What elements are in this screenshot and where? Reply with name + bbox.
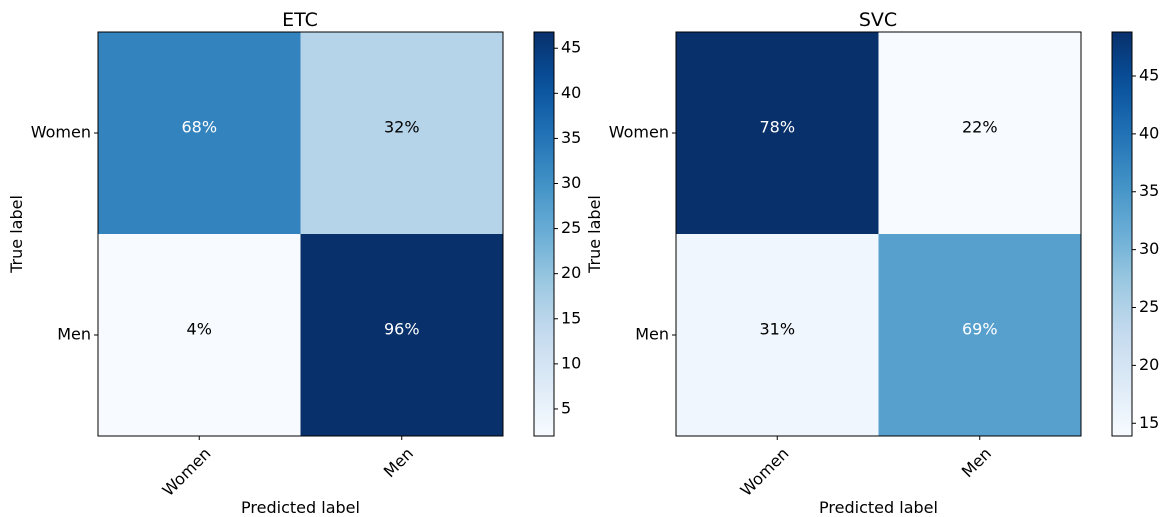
y-tick-label: Men	[635, 325, 669, 344]
colorbar-tick-label: 15	[1139, 413, 1159, 432]
plot-frame	[675, 31, 1082, 437]
cell-label: 31%	[759, 320, 795, 339]
x-axis-label: Predicted label	[819, 498, 938, 517]
colorbar-tick-label: 20	[561, 263, 581, 282]
colorbar-tick-label: 30	[561, 173, 581, 192]
x-tick-label: Women	[737, 444, 793, 500]
x-tick-label: Women	[159, 444, 215, 500]
heatmap-cell	[878, 32, 1082, 235]
chart-title: SVC	[859, 9, 897, 31]
heatmap-cell	[98, 32, 301, 235]
colorbar-tick-label: 35	[1139, 181, 1159, 200]
cell-label: 32%	[384, 118, 420, 137]
colorbar-tick-label: 45	[561, 38, 581, 57]
heatmap-cell	[98, 234, 301, 437]
x-axis-label: Predicted label	[241, 498, 360, 517]
x-tick-label: Men	[958, 444, 995, 481]
colorbar-tick-label: 40	[1139, 123, 1159, 142]
colorbar-tick-label: 30	[1139, 239, 1159, 258]
cell-label: 78%	[759, 118, 795, 137]
heatmap-cell	[878, 234, 1082, 437]
colorbar	[533, 31, 555, 437]
colorbar-tick-label: 10	[561, 353, 581, 372]
y-axis-label: True label	[7, 195, 26, 274]
y-tick-label: Men	[57, 325, 91, 344]
colorbar-tick-label: 15	[561, 308, 581, 327]
colorbar-tick-label: 20	[1139, 355, 1159, 374]
heatmap-cell	[300, 32, 504, 235]
heatmap-cell	[300, 234, 504, 437]
y-tick-label: Women	[31, 123, 91, 142]
y-tick-label: Women	[609, 123, 669, 142]
y-axis-label: True label	[585, 195, 604, 274]
colorbar-tick-label: 5	[561, 398, 571, 417]
cell-label: 4%	[187, 320, 212, 339]
cell-label: 68%	[181, 118, 217, 137]
x-tick-label: Men	[380, 444, 417, 481]
colorbar-tick-label: 35	[561, 128, 581, 147]
colorbar-tick-label: 25	[1139, 297, 1159, 316]
cell-label: 22%	[962, 118, 998, 137]
colorbar-tick-label: 40	[561, 83, 581, 102]
colorbar-tick-label: 25	[561, 218, 581, 237]
colorbar-tick-label: 45	[1139, 65, 1159, 84]
heatmap-cell	[676, 32, 879, 235]
heatmap-cell	[676, 234, 879, 437]
chart-etc: 68% 32% 4% 96% ETC Women Men Women Men Predicted …	[7, 9, 581, 517]
plot-frame	[97, 31, 504, 437]
chart-title: ETC	[282, 9, 318, 31]
cell-label: 96%	[384, 320, 420, 339]
colorbar	[1111, 31, 1133, 437]
chart-svc: 78% 22% 31% 69% SVC Women Men Women Men Predicted…	[585, 9, 1159, 517]
cell-label: 69%	[962, 320, 998, 339]
